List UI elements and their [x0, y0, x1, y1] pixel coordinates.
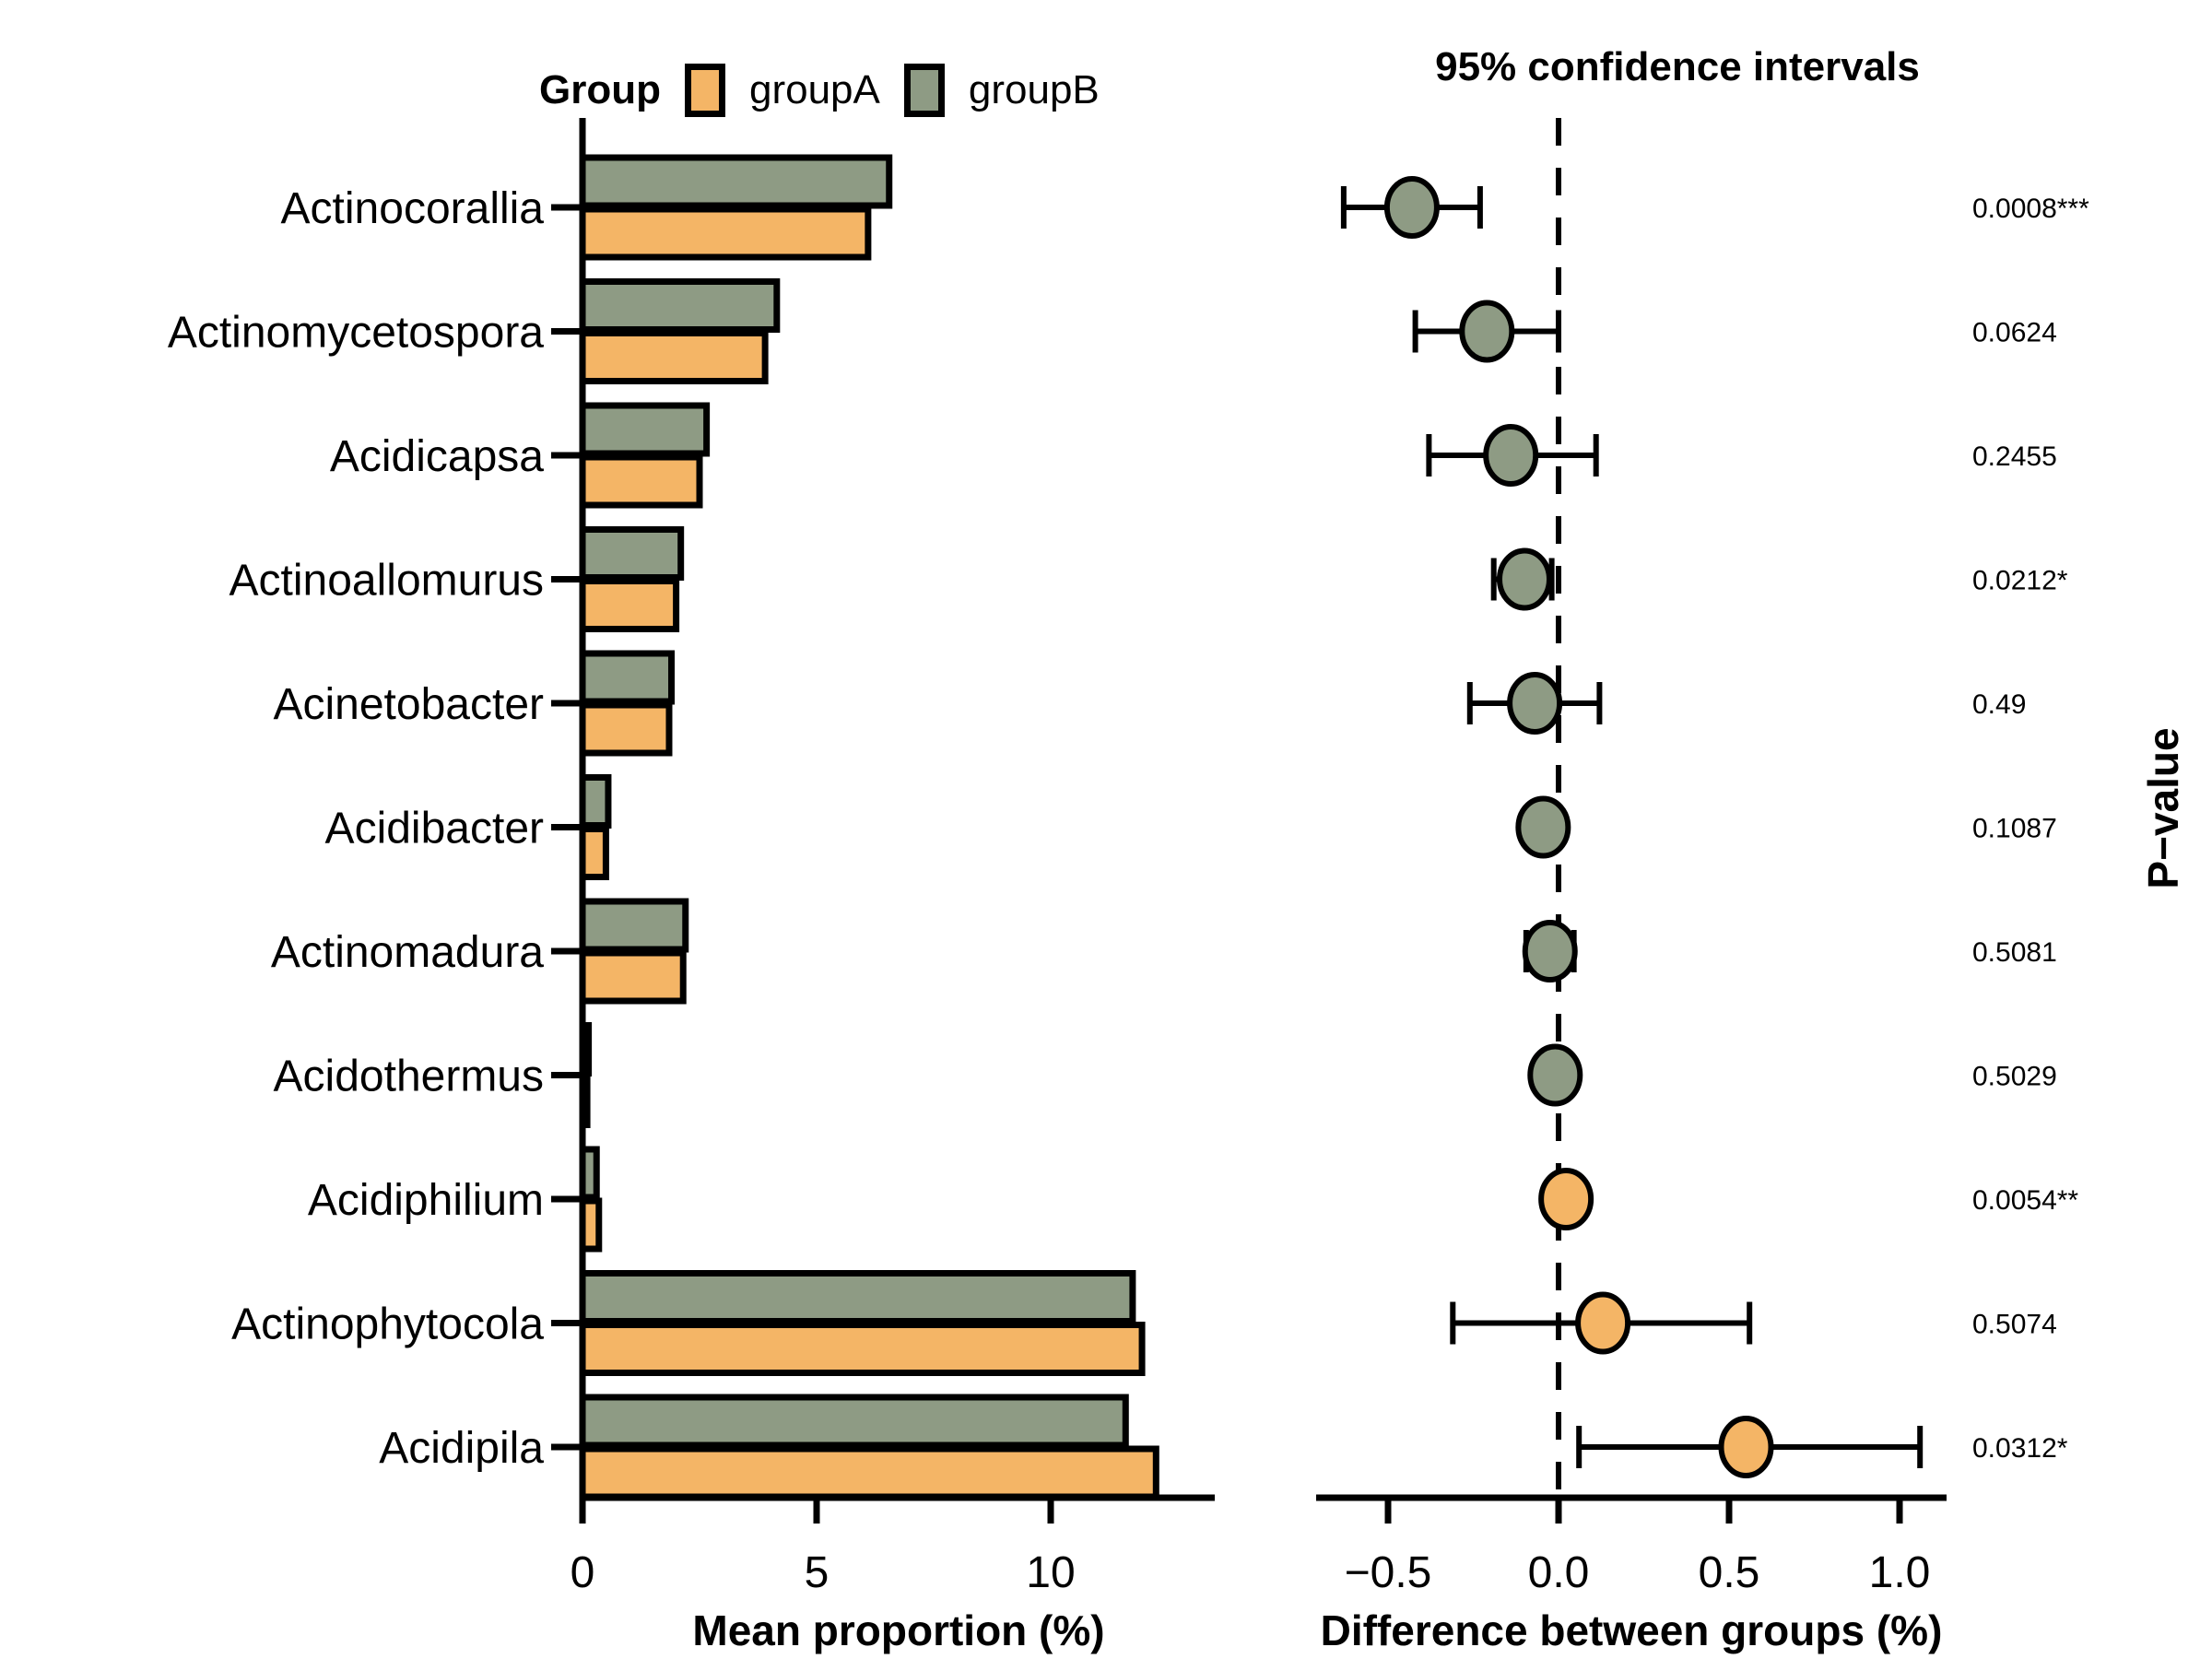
bar-groupA-Actinophytocola — [579, 1322, 1146, 1376]
bar-groupA-Acidiphilium — [579, 1197, 603, 1253]
bar-groupA-Actinomadura — [579, 949, 687, 1005]
category-label-Actinocorallia: Actinocorallia — [281, 184, 545, 233]
p-value-Acidicapsa: 0.2455 — [1972, 441, 2057, 472]
legend-swatch-groupA — [684, 64, 725, 117]
p-value-Acidothermus: 0.5029 — [1972, 1062, 2057, 1092]
p-value-Actinophytocola: 0.5074 — [1972, 1310, 2057, 1340]
bar-groupA-Acidicapsa — [579, 453, 703, 509]
right-xaxis-title: Difference between groups (%) — [1320, 1606, 1943, 1654]
bar-groupB-Actinocorallia — [579, 154, 893, 209]
ci-marker-Acidicapsa — [1483, 424, 1539, 487]
bar-groupB-Acidiphilium — [579, 1146, 600, 1201]
right-x-tick-label: 0.5 — [1699, 1548, 1760, 1597]
ci-marker-Actinomycetospora — [1459, 300, 1515, 363]
pvalue-axis-title: P−value — [2139, 727, 2187, 889]
right-panel-title: 95% confidence intervals — [1435, 44, 1920, 89]
p-value-Acidibacter: 0.1087 — [1972, 814, 2057, 844]
left-x-tick-label: 10 — [1026, 1548, 1075, 1597]
p-value-Acidipila: 0.0312* — [1972, 1433, 2068, 1464]
category-label-Acidothermus: Acidothermus — [274, 1053, 544, 1101]
ci-marker-Acidiphilium — [1538, 1168, 1594, 1230]
category-label-Acidiphilium: Acidiphilium — [308, 1176, 544, 1225]
bar-groupB-Acidibacter — [579, 774, 612, 829]
category-label-Actinophytocola: Actinophytocola — [231, 1300, 544, 1349]
p-value-Acinetobacter: 0.49 — [1972, 689, 2026, 720]
ci-marker-Actinocorallia — [1383, 176, 1440, 239]
legend-swatch-groupB — [903, 64, 945, 117]
left-x-tick-label: 0 — [571, 1548, 595, 1597]
p-value-Actinoallomurus: 0.0212* — [1972, 566, 2068, 596]
category-label-Acidibacter: Acidibacter — [325, 805, 544, 853]
bar-groupB-Actinoallomurus — [579, 526, 685, 581]
bar-groupA-Actinomycetospora — [579, 330, 769, 384]
p-value-Actinomycetospora: 0.0624 — [1972, 318, 2057, 348]
bar-groupA-Acidibacter — [579, 826, 609, 880]
category-label-Actinomadura: Actinomadura — [271, 928, 544, 977]
left-xaxis-title: Mean proportion (%) — [692, 1606, 1105, 1654]
bar-groupB-Acidipila — [579, 1394, 1129, 1449]
category-label-Acidipila: Acidipila — [379, 1424, 544, 1473]
legend: Group groupA groupB — [539, 57, 1100, 124]
right-x-tick-label: −0.5 — [1345, 1548, 1432, 1597]
legend-label-groupB: groupB — [968, 67, 1100, 112]
bar-groupA-Actinoallomurus — [579, 578, 680, 632]
bar-groupA-Acidothermus — [579, 1074, 591, 1128]
p-value-Acidiphilium: 0.0054** — [1972, 1185, 2078, 1216]
bar-groupB-Actinomadura — [579, 898, 689, 953]
right-x-tick-label: 1.0 — [1869, 1548, 1931, 1597]
category-label-Actinomycetospora: Actinomycetospora — [168, 309, 544, 358]
category-label-Acidicapsa: Acidicapsa — [330, 432, 544, 481]
bar-groupB-Acidothermus — [579, 1022, 593, 1077]
ci-marker-Actinomadura — [1522, 920, 1578, 982]
bar-groupA-Acidipila — [579, 1445, 1159, 1500]
p-value-Actinomadura: 0.5081 — [1972, 937, 2057, 968]
ci-marker-Acidothermus — [1527, 1043, 1583, 1107]
ci-marker-Actinophytocola — [1575, 1291, 1631, 1355]
category-label-Acinetobacter: Acinetobacter — [273, 680, 544, 729]
ci-marker-Actinoallomurus — [1497, 547, 1552, 611]
bar-groupB-Actinomycetospora — [579, 278, 781, 333]
ci-marker-Acidipila — [1718, 1416, 1774, 1478]
legend-title: Group — [539, 67, 661, 112]
bar-groupA-Actinocorallia — [579, 206, 872, 261]
bar-groupB-Acidicapsa — [579, 402, 711, 457]
bar-groupB-Actinophytocola — [579, 1270, 1136, 1324]
legend-label-groupA: groupA — [748, 67, 880, 112]
right-x-tick-label: 0.0 — [1528, 1548, 1590, 1597]
left-x-tick-label: 5 — [805, 1548, 830, 1597]
bar-groupA-Acinetobacter — [579, 701, 673, 757]
ci-marker-Acidibacter — [1515, 795, 1571, 859]
bar-groupB-Acinetobacter — [579, 650, 676, 705]
p-value-Actinocorallia: 0.0008*** — [1972, 194, 2089, 224]
ci-marker-Acinetobacter — [1507, 672, 1563, 735]
category-label-Actinoallomurus: Actinoallomurus — [229, 557, 544, 606]
